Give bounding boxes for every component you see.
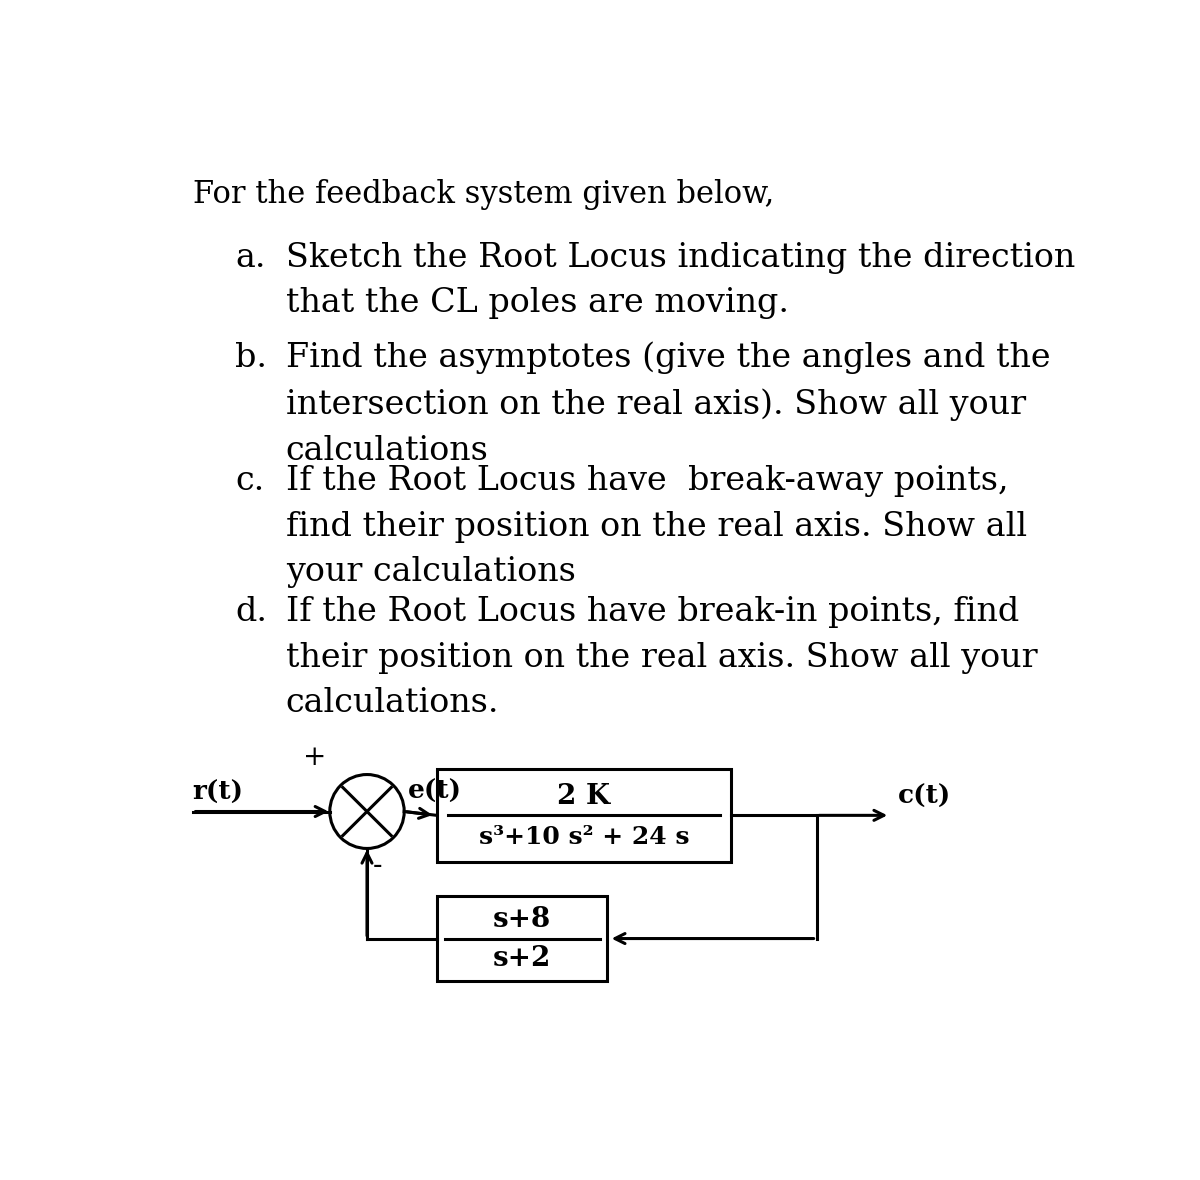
Text: a.: a. — [235, 242, 265, 274]
Text: 2 K: 2 K — [558, 784, 611, 811]
Text: Find the asymptotes (give the angles and the
intersection on the real axis). Sho: Find the asymptotes (give the angles and… — [286, 342, 1050, 467]
Text: For the feedback system given below,: For the feedback system given below, — [193, 178, 774, 210]
Text: Sketch the Root Locus indicating the direction
that the CL poles are moving.: Sketch the Root Locus indicating the dir… — [286, 242, 1075, 320]
Text: d.: d. — [235, 596, 268, 628]
Text: If the Root Locus have break-in points, find
their position on the real axis. Sh: If the Root Locus have break-in points, … — [286, 596, 1037, 720]
Text: If the Root Locus have  break-away points,
find their position on the real axis.: If the Root Locus have break-away points… — [286, 465, 1027, 589]
Text: r(t): r(t) — [193, 780, 244, 805]
Text: e(t): e(t) — [408, 779, 462, 804]
Text: c(t): c(t) — [898, 785, 952, 809]
Text: s³+10 s² + 24 s: s³+10 s² + 24 s — [479, 825, 689, 848]
Text: +: + — [302, 743, 326, 771]
Text: c.: c. — [235, 465, 264, 497]
Text: -: - — [373, 852, 383, 879]
Bar — [437, 769, 731, 861]
Text: s+8: s+8 — [493, 906, 551, 933]
Text: s+2: s+2 — [493, 944, 551, 971]
Text: b.: b. — [235, 342, 268, 374]
Bar — [437, 896, 607, 981]
